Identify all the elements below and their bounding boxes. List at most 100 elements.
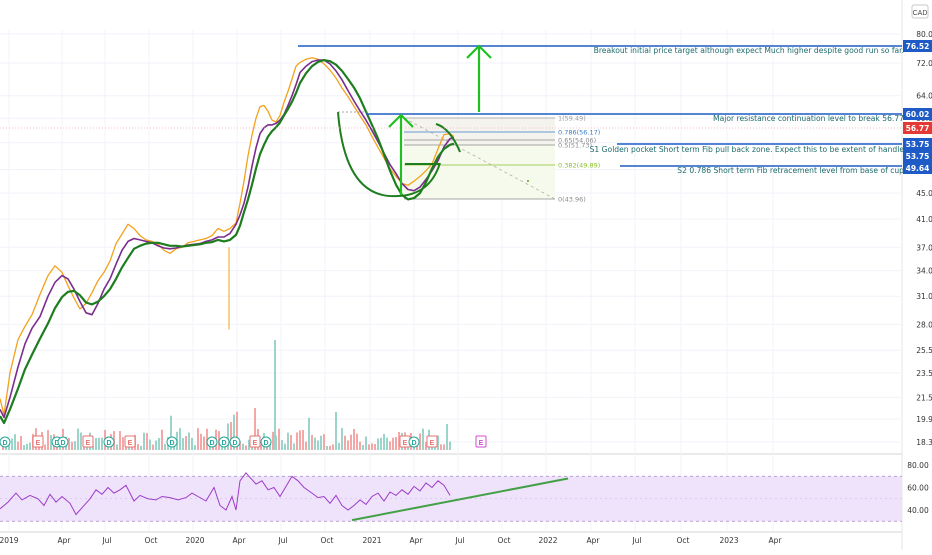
earnings-marker[interactable]: E <box>249 435 261 448</box>
price-tick-label: 72.00 <box>916 59 932 68</box>
price-tag-box <box>903 108 932 120</box>
earnings-marker[interactable]: E <box>82 435 94 448</box>
earnings-marker[interactable]: E <box>124 435 136 448</box>
marker-letter: D <box>232 440 237 447</box>
volume-bar <box>50 435 52 450</box>
volume-bar <box>395 437 397 450</box>
volume-bar <box>98 437 100 450</box>
volume-bar <box>308 417 310 450</box>
marker-letter: E <box>253 440 258 447</box>
earnings-marker[interactable]: D <box>206 436 218 448</box>
time-tick-label: Apr <box>587 536 601 545</box>
annotation-layer[interactable]: Breakout initial price target although e… <box>0 44 905 448</box>
time-tick-label: 2020 <box>185 536 204 545</box>
volume-bar <box>293 443 295 450</box>
marker-letter: D <box>411 440 416 447</box>
time-tick-label: 2023 <box>719 536 738 545</box>
price-tick-label: 34.00 <box>916 267 932 276</box>
volume-bar <box>158 438 160 450</box>
volume-bar <box>26 443 28 450</box>
moving-average-purple <box>0 59 455 419</box>
time-tick-label: Jul <box>631 536 641 545</box>
marker-letter: D <box>54 440 59 447</box>
volume-bar <box>332 444 334 450</box>
time-tick-label: Apr <box>769 536 783 545</box>
time-tick-label: Jul <box>454 536 464 545</box>
earnings-marker[interactable]: D <box>103 436 115 448</box>
volume-bar <box>23 445 25 450</box>
volume-bar <box>149 439 151 450</box>
marker-letter: D <box>221 440 226 447</box>
fib-zone-upper <box>404 118 555 145</box>
currency-badge[interactable]: CAD <box>911 4 929 19</box>
earnings-marker[interactable]: D <box>229 436 241 448</box>
marker-letter: E <box>430 440 435 447</box>
volume-bar <box>68 437 70 450</box>
price-tag-box <box>903 150 932 162</box>
volume-bar <box>152 444 154 450</box>
volume-bar <box>290 435 292 450</box>
time-tick-label: Jul <box>101 536 111 545</box>
cup-depth-arrowhead <box>388 113 414 128</box>
volume-bar <box>47 430 49 450</box>
volume-bar <box>74 441 76 450</box>
earnings-marker[interactable]: E <box>426 435 438 448</box>
price-tick-label: 28.00 <box>916 320 932 329</box>
earnings-marker-box <box>124 435 136 448</box>
dividend-marker-circle <box>408 436 420 448</box>
time-tick-label: Apr <box>233 536 247 545</box>
price-series <box>0 57 455 425</box>
time-tick-label: Jul <box>277 536 287 545</box>
marker-letter: D <box>209 440 214 447</box>
volume-bar <box>269 443 271 450</box>
volume-bar <box>206 428 208 450</box>
volume-bar <box>374 443 376 450</box>
earnings-marker[interactable]: E <box>399 435 411 448</box>
volume-bar <box>116 444 118 450</box>
price-tick-label: 18.30 <box>916 438 932 447</box>
marker-letter: E <box>479 440 484 447</box>
fib-zone-lower <box>404 145 555 199</box>
earnings-marker[interactable]: D <box>260 436 272 448</box>
volume-bar <box>362 444 364 450</box>
volume-bar <box>146 433 148 450</box>
volume-bar <box>248 439 250 450</box>
price-tag-label: 56.77 <box>906 124 930 133</box>
volume-bar <box>392 437 394 450</box>
volume-bar <box>254 408 256 450</box>
volume-bar <box>377 438 379 450</box>
fib-dot <box>527 180 529 182</box>
earnings-marker[interactable]: D <box>408 436 420 448</box>
annotation-text: Major resistance continuation level to b… <box>713 114 904 123</box>
earnings-marker-box <box>475 435 487 448</box>
volume-bar <box>245 445 247 450</box>
earnings-marker[interactable]: D <box>57 436 69 448</box>
volume-bar <box>437 435 439 450</box>
volume-bar <box>203 436 205 450</box>
fib-retracement[interactable]: 1(59.49) 0.786(56.17)0.65(54.06)0.5(51.73… <box>403 115 600 204</box>
dividend-marker-circle <box>0 436 11 448</box>
volume-bar <box>383 433 385 450</box>
volume-bar <box>17 441 19 450</box>
volume-bar <box>353 428 355 450</box>
annotation-text: S2 0.786 Short term Fib retracement leve… <box>677 166 904 175</box>
rsi-trendline[interactable] <box>351 477 569 522</box>
volume-bar <box>83 445 85 450</box>
volume-bar <box>191 438 193 450</box>
marker-letter: E <box>36 440 41 447</box>
moving-average-green <box>0 58 455 425</box>
time-tick-label: 2021 <box>362 536 381 545</box>
volume-bar <box>227 423 229 450</box>
fib-level-label: 0.382(49.89) <box>558 162 600 170</box>
earnings-marker[interactable]: E <box>32 435 44 448</box>
volume-bar <box>380 437 382 450</box>
annotation-text: S1 Golden pocket Short term Fib pull bac… <box>590 145 905 154</box>
earnings-marker[interactable]: D <box>218 436 230 448</box>
annotation-text: Breakout initial price target although e… <box>594 46 904 55</box>
time-tick-label: 2019 <box>0 536 19 545</box>
earnings-marker[interactable]: D <box>166 436 178 448</box>
earnings-marker[interactable]: E <box>475 435 487 448</box>
earnings-marker[interactable]: D <box>0 436 11 448</box>
